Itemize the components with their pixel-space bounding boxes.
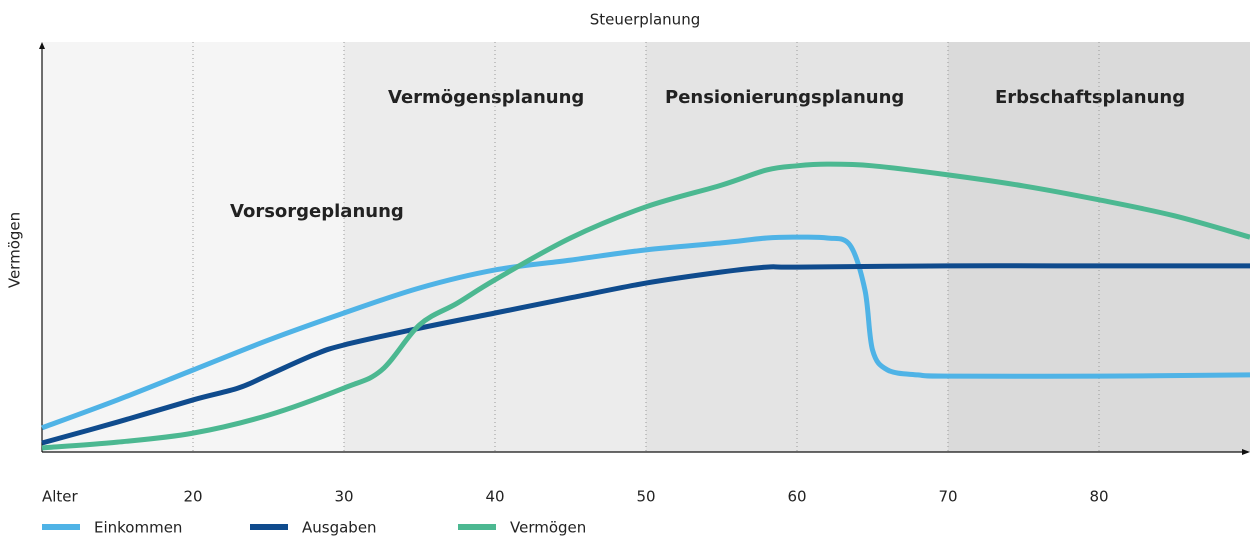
line — [41, 234, 1250, 431]
legend-swatch — [250, 524, 288, 530]
line — [41, 161, 1250, 451]
y-axis-label: Vermögen — [6, 212, 24, 288]
legend-swatch — [42, 524, 80, 530]
x-tick-label: 60 — [787, 488, 806, 506]
legend-label: Einkommen — [94, 519, 182, 537]
line — [41, 263, 1250, 446]
phase-label: Vermögensplanung — [388, 87, 584, 108]
phase-label: Erbschaftsplanung — [995, 87, 1185, 108]
legend-label: Ausgaben — [302, 519, 377, 537]
y-axis-arrow — [39, 42, 45, 49]
x-tick-label: 80 — [1089, 488, 1108, 506]
x-axis-arrow — [1242, 449, 1250, 455]
phase-label: Vorsorgeplanung — [230, 201, 404, 222]
phase-label: Pensionierungsplanung — [665, 87, 904, 108]
x-tick-label: 50 — [636, 488, 655, 506]
chart-title: Steuerplanung — [590, 11, 700, 29]
x-tick-label: 70 — [938, 488, 957, 506]
legend-swatch — [458, 524, 496, 530]
x-tick-label: 20 — [183, 488, 202, 506]
legend-label: Vermögen — [510, 519, 586, 537]
x-tick-label: 30 — [334, 488, 353, 506]
x-tick-label: Alter — [42, 488, 79, 506]
x-tick-label: 40 — [485, 488, 504, 506]
